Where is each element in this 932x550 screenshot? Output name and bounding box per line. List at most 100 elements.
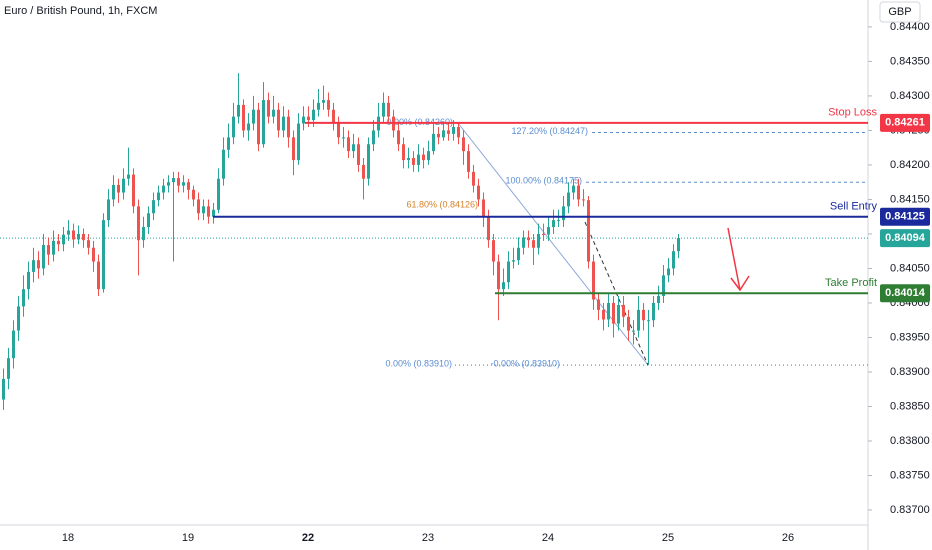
- candle-body: [437, 133, 440, 138]
- candle-body: [42, 244, 45, 269]
- candle-body: [407, 158, 410, 161]
- price-tag-label: 0.84014: [885, 287, 926, 299]
- price-tag-label: 0.84261: [885, 117, 925, 129]
- candle-body: [507, 261, 510, 283]
- y-tick-label: 0.83750: [890, 469, 930, 481]
- candle-body: [152, 200, 155, 214]
- candle-body: [327, 100, 330, 110]
- candle-body: [557, 220, 560, 222]
- candle-body: [202, 206, 205, 214]
- candle-body: [497, 261, 500, 290]
- candle-body: [287, 116, 290, 138]
- chart-title: Euro / British Pound, 1h, FXCM: [4, 5, 157, 17]
- candle-body: [617, 305, 620, 324]
- y-tick-label: 0.83850: [890, 400, 930, 412]
- candle-body: [362, 164, 365, 179]
- candle-body: [387, 102, 390, 117]
- candle-body: [537, 233, 540, 248]
- candle-body: [542, 233, 545, 235]
- candle-body: [412, 158, 415, 165]
- candle-body: [207, 206, 210, 217]
- candle-body: [32, 260, 35, 272]
- candle-body: [112, 184, 115, 200]
- y-tick-label: 0.83700: [890, 504, 930, 516]
- x-tick-label: 26: [782, 532, 794, 544]
- candle-body: [357, 144, 360, 165]
- candle-body: [632, 330, 635, 332]
- candle-body: [107, 199, 110, 221]
- candle-body: [597, 299, 600, 310]
- candle-body: [642, 309, 645, 321]
- candle-body: [452, 126, 455, 134]
- candle-body: [222, 149, 225, 179]
- candle-body: [187, 182, 190, 190]
- candle-body: [97, 261, 100, 290]
- price-tag: [880, 284, 930, 303]
- candle-body: [372, 130, 375, 145]
- candle-body: [102, 220, 105, 290]
- candle-body: [212, 209, 215, 217]
- candle-body: [77, 233, 80, 240]
- candle-body: [2, 378, 5, 400]
- candle-body: [22, 289, 25, 307]
- y-tick-label: 0.84050: [890, 262, 930, 274]
- candle-body: [442, 130, 445, 138]
- candle-body: [57, 240, 60, 245]
- candle-body: [462, 137, 465, 152]
- candle-body: [427, 151, 430, 161]
- candle-body: [267, 100, 270, 117]
- candle-body: [532, 240, 535, 248]
- candle-body: [602, 309, 605, 320]
- candle-body: [117, 184, 120, 193]
- candle-body: [472, 171, 475, 186]
- candle-body: [197, 199, 200, 214]
- candle-body: [312, 109, 315, 121]
- candle-body: [67, 230, 70, 235]
- candle-body: [522, 237, 525, 248]
- candle-body: [647, 320, 650, 322]
- candle-body: [147, 213, 150, 228]
- candle-body: [47, 244, 50, 255]
- candle-body: [157, 192, 160, 201]
- candle-body: [662, 275, 665, 297]
- candle-body: [657, 296, 660, 303]
- candle-body: [237, 104, 240, 117]
- candle-body: [607, 302, 610, 320]
- currency-box[interactable]: [879, 1, 921, 23]
- arrow: [727, 227, 750, 292]
- candle-body: [82, 233, 85, 241]
- level-name: Sell Entry: [830, 201, 878, 213]
- candle-body: [432, 133, 435, 152]
- candle-body: [257, 109, 260, 145]
- fib-label: 0.00% (0.83910): [385, 358, 452, 368]
- candle-body: [577, 185, 580, 200]
- candle-body: [582, 199, 585, 201]
- candle-body: [87, 240, 90, 248]
- y-tick-label: 0.84350: [890, 55, 930, 67]
- candle-body: [232, 116, 235, 138]
- price-tag-label: 0.84094: [885, 232, 926, 244]
- candle-body: [352, 144, 355, 152]
- candle-body: [627, 316, 630, 331]
- candle-body: [177, 178, 180, 186]
- candle-body: [172, 178, 175, 183]
- candle-body: [342, 137, 345, 139]
- candle-body: [492, 240, 495, 262]
- currency: GBP: [888, 6, 911, 18]
- x-tick-label: 22: [302, 532, 314, 544]
- candle-body: [137, 206, 140, 241]
- candle-body: [652, 302, 655, 321]
- candle-body: [337, 123, 340, 138]
- candle-body: [92, 247, 95, 262]
- candle-body: [52, 240, 55, 255]
- y-tick-label: 0.84300: [890, 90, 930, 102]
- candle-body: [262, 100, 265, 145]
- candle-body: [672, 251, 675, 269]
- candle-body: [612, 302, 615, 324]
- candle-body: [292, 137, 295, 161]
- x-tick-label: 23: [422, 532, 434, 544]
- candle-body: [322, 100, 325, 103]
- candle-body: [72, 230, 75, 240]
- candle-body: [282, 116, 285, 131]
